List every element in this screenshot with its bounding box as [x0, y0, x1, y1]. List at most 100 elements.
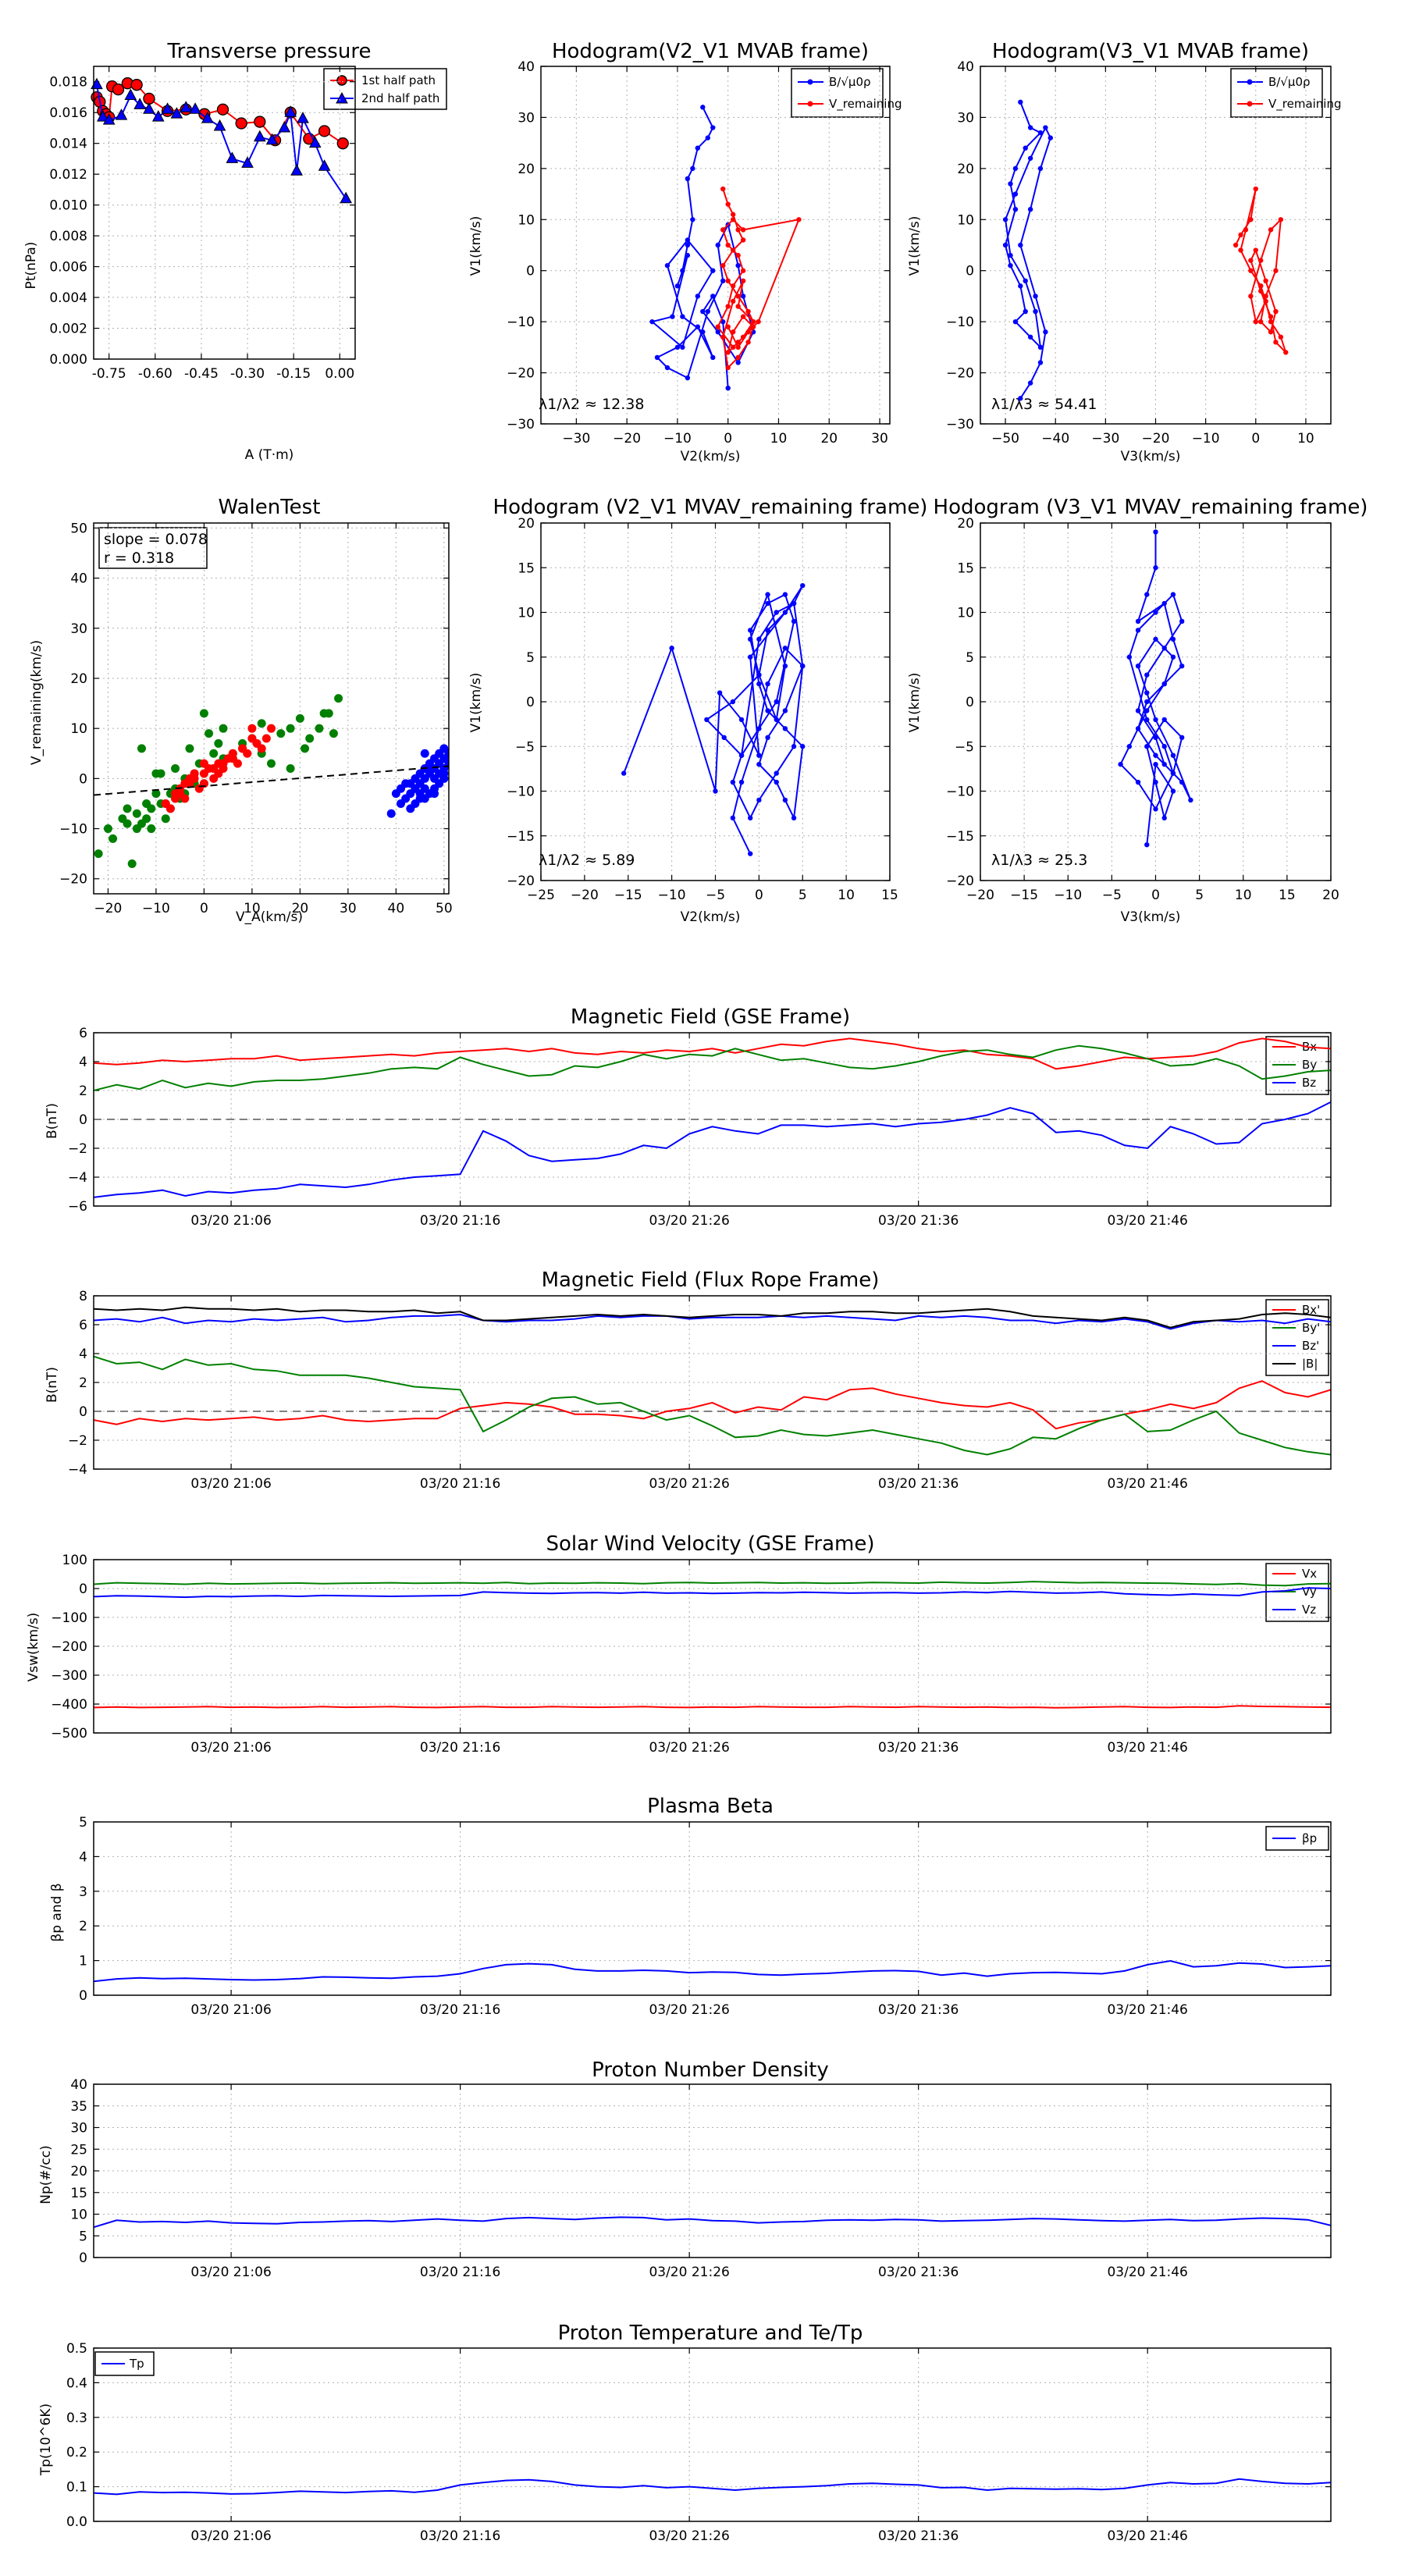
- ts1-ytick-label: 4: [79, 1055, 87, 1070]
- h4-point: [1161, 717, 1167, 723]
- wt-point: [151, 769, 161, 778]
- h2-point: [1273, 340, 1279, 345]
- wt-point: [257, 719, 266, 728]
- wt-point: [137, 744, 146, 753]
- wt-point: [165, 804, 175, 813]
- h1-point: [725, 201, 731, 207]
- h4-xtick-label: 15: [1279, 888, 1296, 903]
- wt-point: [209, 749, 219, 758]
- h4-point: [1161, 600, 1167, 607]
- ts1-xtick-label: 03/20 21:46: [1107, 1213, 1187, 1229]
- h4-xtick-label: 20: [1322, 888, 1339, 903]
- h3-point: [669, 646, 674, 651]
- ts6-title: Proton Temperature and Te/Tp: [558, 2322, 863, 2345]
- wt-fit-line: [94, 765, 449, 796]
- h4-point: [1135, 628, 1141, 633]
- h2-point: [1037, 344, 1044, 350]
- h3-ytick-label: −15: [507, 829, 535, 845]
- tp-ytick-label: 0.008: [49, 229, 87, 244]
- ts2-ylabel: B(nT): [44, 1367, 60, 1403]
- h1-point: [796, 217, 802, 222]
- tp-point: [161, 102, 174, 114]
- h4-point: [1144, 717, 1150, 723]
- h2-point: [1027, 207, 1033, 212]
- h1-ytick-label: 20: [518, 162, 535, 177]
- h2-point: [1037, 130, 1044, 136]
- h2-point: [1027, 334, 1033, 340]
- h2-point: [1278, 217, 1284, 222]
- h4-point: [1153, 761, 1158, 767]
- ts5-ytick-label: 35: [70, 2099, 87, 2115]
- tp-point: [336, 137, 349, 150]
- h3-point: [756, 672, 762, 678]
- h1-point: [740, 237, 746, 243]
- tp-xtick-label: -0.15: [276, 366, 311, 382]
- h4-ratio-note: λ1/λ3 ≈ 25.3: [991, 852, 1087, 869]
- h2-ratio-note: λ1/λ3 ≈ 54.41: [991, 396, 1097, 413]
- h2-xtick-label: −30: [1091, 431, 1119, 447]
- ts4-xtick-label: 03/20 21:16: [420, 2002, 500, 2018]
- h1-point: [720, 334, 726, 340]
- tp-xtick-label: -0.75: [92, 366, 126, 382]
- h2-xtick-label: 0: [1251, 431, 1260, 447]
- tp-ytick-label: 0.002: [49, 322, 87, 337]
- ts6-ytick-label: 0.4: [66, 2375, 87, 2391]
- h4-ytick-label: 10: [957, 606, 974, 621]
- h3-ylabel: V1(km/s): [468, 673, 484, 733]
- h2-point: [1273, 268, 1279, 273]
- h3-point: [765, 600, 770, 607]
- svg-text:βp: βp: [1302, 1831, 1317, 1845]
- h1-point: [735, 354, 741, 361]
- h4-title: Hodogram (V3_V1 MVAV_remaining frame): [934, 496, 1368, 519]
- h1-point: [710, 125, 716, 130]
- wt-ytick-label: 30: [70, 621, 87, 637]
- ts2-xtick-label: 03/20 21:36: [878, 1476, 959, 1492]
- wt-point: [123, 819, 132, 828]
- h4-ytick-label: 20: [957, 516, 974, 532]
- h2-xlabel: V3(km/s): [1121, 449, 1181, 464]
- ts1-title: Magnetic Field (GSE Frame): [571, 1005, 850, 1029]
- ts4-ytick-label: 5: [79, 1815, 87, 1831]
- ts2-ytick-label: 2: [79, 1375, 87, 1391]
- svg-text:Bx': Bx': [1302, 1303, 1320, 1317]
- ts2-series-Bz': [94, 1313, 1331, 1330]
- tp-xtick-label: -0.30: [230, 366, 265, 382]
- ts1-ytick-label: 0: [79, 1112, 87, 1128]
- ts3-plot: −500 −400 −300 −200 −100 0 100 03/20 21:06 03/20…: [51, 1553, 1332, 1756]
- svg-text:Vy: Vy: [1302, 1585, 1317, 1599]
- h1-title: Hodogram(V2_V1 MVAB frame): [552, 40, 869, 63]
- h1-point: [725, 324, 731, 329]
- h4-point: [1179, 618, 1185, 624]
- h4-point: [1153, 735, 1158, 740]
- h2-point: [1268, 314, 1274, 319]
- svg-text:Tp: Tp: [129, 2357, 144, 2371]
- h3-point: [756, 681, 762, 687]
- h4-point: [1170, 636, 1176, 642]
- wt-ytick-label: −20: [59, 872, 87, 888]
- h4-ylabel: V1(km/s): [907, 673, 923, 733]
- h1-point: [690, 217, 695, 222]
- h1-legend: B/√μ0ρ V_remaining: [791, 68, 902, 118]
- h4-point: [1144, 690, 1150, 696]
- h2-point: [1258, 288, 1264, 294]
- wt-point: [444, 749, 449, 758]
- wt-point: [228, 754, 237, 763]
- h3-point: [800, 744, 806, 749]
- h1-frame: [540, 66, 891, 425]
- wt-point: [219, 759, 228, 768]
- h1-point: [695, 324, 701, 329]
- ts3-xtick-label: 03/20 21:16: [420, 1740, 500, 1756]
- ts5-xtick-label: 03/20 21:36: [878, 2265, 959, 2280]
- h2-point: [1043, 329, 1048, 335]
- h1-ylabel: V1(km/s): [468, 216, 484, 276]
- h2-point: [1263, 298, 1268, 304]
- h4-ytick-label: −15: [946, 829, 974, 845]
- h3-point: [791, 618, 797, 624]
- wt-xtick-label: −20: [94, 901, 123, 916]
- h4-point: [1188, 797, 1193, 803]
- ts5-title: Proton Number Density: [592, 2058, 829, 2082]
- ts5-ytick-label: 20: [70, 2164, 87, 2179]
- ts1-ytick-label: −6: [68, 1199, 87, 1215]
- h4-point: [1170, 753, 1176, 758]
- h4-ytick-label: 5: [966, 650, 974, 666]
